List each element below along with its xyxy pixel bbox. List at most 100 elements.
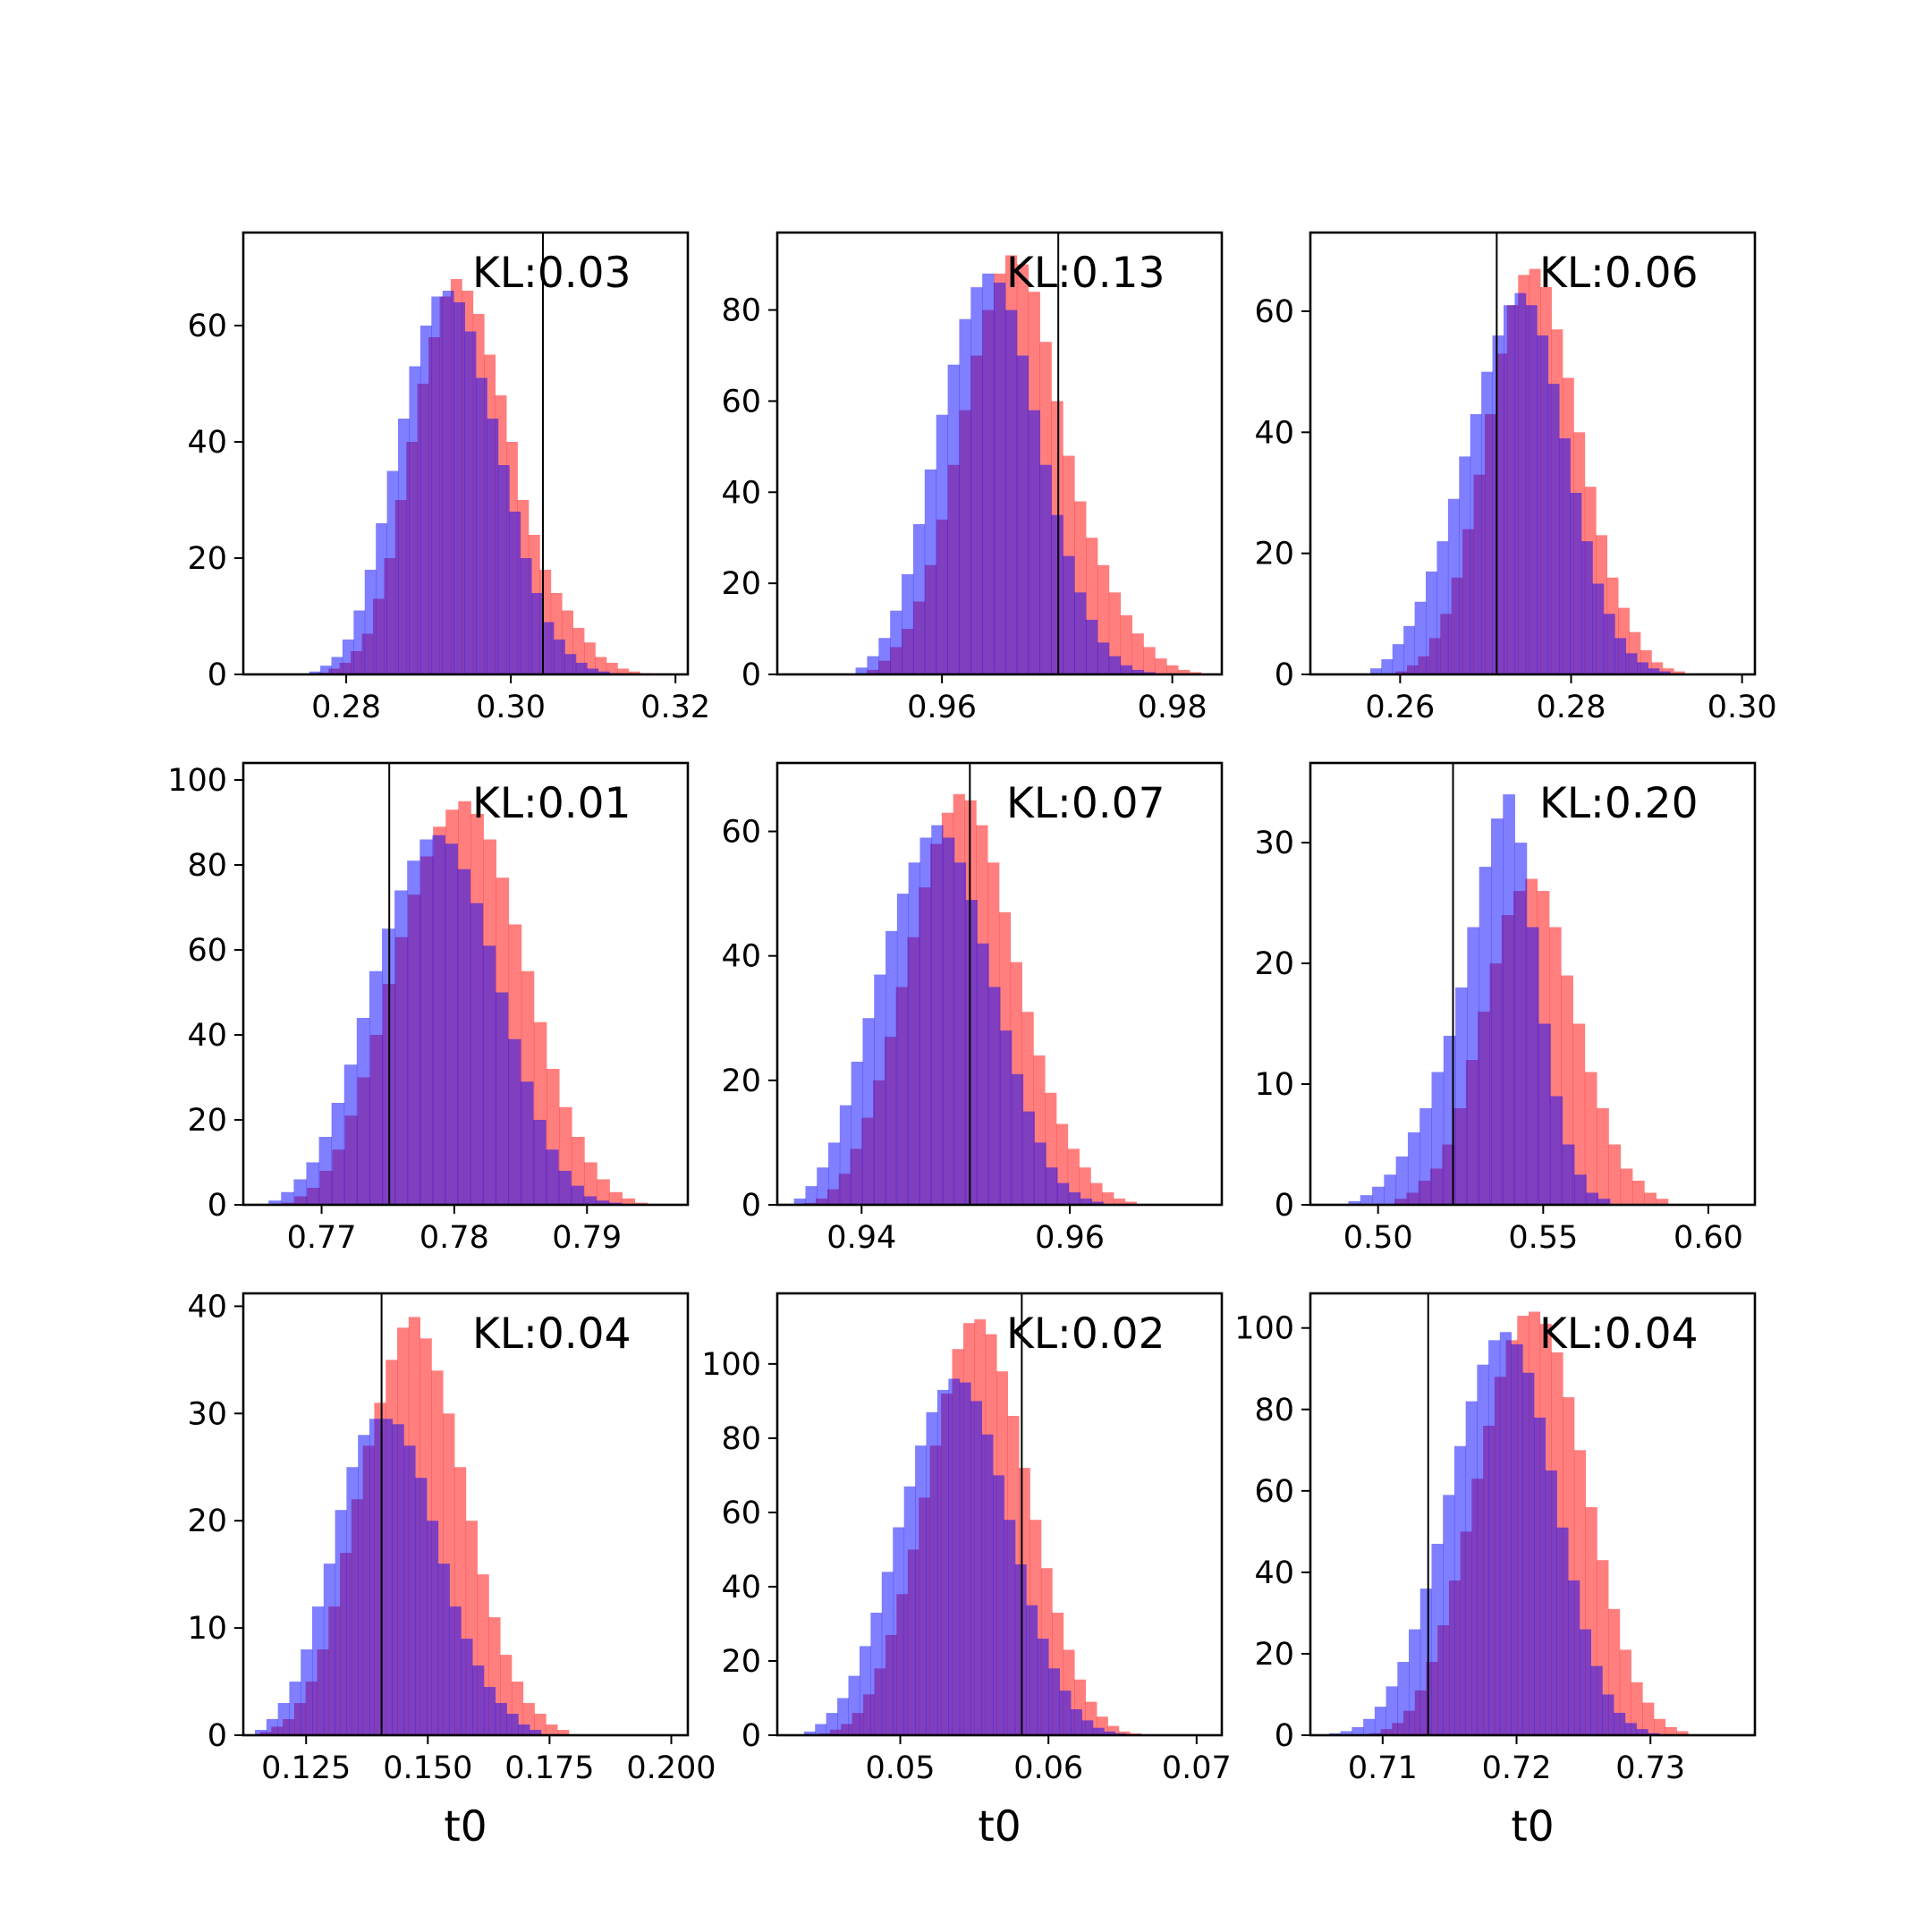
- blue-histogram-bar: [1492, 335, 1504, 674]
- blue-histogram-bar: [306, 1162, 319, 1205]
- blue-histogram-bar: [497, 465, 510, 674]
- blue-histogram-bar: [309, 671, 321, 674]
- blue-histogram-bar: [394, 890, 408, 1205]
- blue-histogram-bar: [926, 1411, 938, 1735]
- red-histogram-bar: [1113, 1199, 1126, 1205]
- blue-histogram-bar: [1004, 1520, 1016, 1735]
- blue-histogram-bar: [931, 825, 944, 1205]
- blue-histogram-bar: [1092, 1727, 1105, 1735]
- blue-histogram-bar: [1465, 1401, 1478, 1735]
- blue-histogram-bar: [1034, 1142, 1046, 1205]
- kl-annotation: KL:0.04: [1539, 1309, 1699, 1359]
- axes-frame: [242, 231, 690, 676]
- red-histogram-bar: [1143, 647, 1156, 674]
- blue-histogram-bar: [398, 419, 410, 674]
- y-tick-label: 60: [187, 933, 227, 969]
- blue-histogram-bar: [862, 1018, 875, 1205]
- blue-histogram-bar: [1086, 619, 1098, 674]
- red-histogram-bar: [617, 668, 630, 674]
- red-histogram-bar: [1620, 1168, 1633, 1205]
- x-tick-label: 0.28: [1537, 690, 1606, 725]
- blue-histogram-bar: [848, 1675, 860, 1735]
- plot-area: [255, 1293, 570, 1735]
- red-histogram-bar: [1107, 1725, 1120, 1735]
- blue-histogram-bar: [1395, 1157, 1409, 1205]
- y-tick-label: 20: [721, 566, 761, 602]
- blue-histogram-bar: [970, 1401, 983, 1735]
- y-tick-label: 0: [741, 1718, 761, 1754]
- red-histogram-bar: [584, 1162, 597, 1205]
- blue-histogram-bar: [407, 860, 420, 1205]
- x-tick-label: 0.50: [1343, 1220, 1413, 1256]
- y-tick-label: 60: [1254, 294, 1294, 330]
- x-tick-label: 0.05: [866, 1750, 936, 1786]
- blue-histogram-bar: [1348, 1200, 1361, 1205]
- blue-histogram-bar: [268, 1200, 282, 1205]
- blue-histogram-bar: [896, 894, 910, 1205]
- x-tick-label: 0.30: [476, 690, 546, 725]
- kl-annotation: KL:0.20: [1539, 779, 1699, 828]
- blue-histogram-bar: [487, 419, 499, 674]
- blue-histogram-bar: [1037, 1639, 1049, 1735]
- blue-histogram-bar: [837, 1698, 849, 1735]
- blue-histogram-bar: [1614, 638, 1627, 674]
- red-histogram-bar: [1597, 1108, 1609, 1205]
- y-tick-label: 20: [187, 1103, 227, 1139]
- blue-histogram-bar: [1545, 1470, 1557, 1735]
- blue-histogram-bar: [1039, 464, 1052, 674]
- blue-histogram-bar: [1051, 514, 1063, 674]
- y-tick-label: 60: [721, 384, 761, 419]
- red-histogram-bar: [628, 671, 640, 674]
- blue-histogram-bar: [1048, 1668, 1060, 1735]
- red-histogram-bar: [1676, 1731, 1689, 1735]
- blue-histogram-bar: [1592, 583, 1605, 674]
- x-tick-label: 0.32: [640, 690, 710, 725]
- y-tick-label: 0: [208, 657, 227, 693]
- blue-histogram-bar: [1340, 1731, 1352, 1735]
- histogram-panel-6: 0.50 0.55 0.60 0 10 20 30 KL:0.20: [1254, 761, 1757, 1256]
- blue-histogram-bar: [1499, 1332, 1512, 1735]
- y-tick-label: 10: [1254, 1067, 1294, 1103]
- blue-histogram-bar: [575, 663, 588, 674]
- blue-histogram-bar: [1658, 671, 1671, 674]
- blue-histogram-bar: [793, 1199, 806, 1205]
- blue-histogram-bar: [1586, 1192, 1599, 1205]
- red-histogram-bar: [1572, 1023, 1586, 1205]
- x-tick-label: 0.79: [552, 1220, 622, 1256]
- y-tick-label: 0: [1275, 1718, 1294, 1754]
- red-histogram-bar: [546, 1724, 558, 1735]
- blue-histogram-bar: [1514, 843, 1528, 1205]
- x-tick-label: 0.30: [1707, 690, 1777, 725]
- kl-annotation: KL:0.04: [472, 1309, 631, 1359]
- blue-histogram-bar: [1385, 1686, 1398, 1735]
- blue-histogram-bar: [1477, 1364, 1489, 1735]
- blue-histogram-bar: [826, 1713, 838, 1735]
- plot-area: [268, 763, 648, 1205]
- blue-histogram-bar: [495, 992, 509, 1205]
- red-histogram-bar: [1656, 1199, 1669, 1205]
- blue-histogram-bar: [403, 1445, 416, 1735]
- x-tick-label: 0.06: [1013, 1750, 1083, 1786]
- blue-histogram-bar: [1467, 927, 1480, 1205]
- blue-histogram-bar: [1108, 656, 1122, 674]
- y-tick-label: 100: [1234, 1311, 1294, 1347]
- blue-histogram-bar: [453, 302, 465, 674]
- blue-histogram-bar: [419, 326, 432, 674]
- y-tick-label: 0: [208, 1188, 227, 1224]
- blue-histogram-bar: [903, 1486, 916, 1735]
- red-histogram-bar: [1108, 592, 1122, 674]
- histogram-panel-5: 0.94 0.96 0 20 40 60 KL:0.07: [721, 761, 1224, 1256]
- blue-histogram-bar: [1568, 1580, 1580, 1735]
- blue-histogram-bar: [507, 1038, 521, 1205]
- red-histogram-bar: [1090, 1182, 1103, 1205]
- blue-histogram-bar: [482, 945, 496, 1205]
- blue-histogram-bar: [521, 1081, 534, 1205]
- blue-histogram-bar: [1120, 665, 1132, 674]
- blue-histogram-bar: [893, 1527, 905, 1735]
- blue-histogram-bar: [476, 377, 487, 674]
- blue-histogram-bar: [1488, 1340, 1501, 1735]
- axes-frame: [1309, 1292, 1757, 1737]
- blue-histogram-bar: [965, 900, 978, 1205]
- blue-histogram-bar: [583, 1196, 597, 1205]
- blue-histogram-bar: [1384, 1174, 1397, 1205]
